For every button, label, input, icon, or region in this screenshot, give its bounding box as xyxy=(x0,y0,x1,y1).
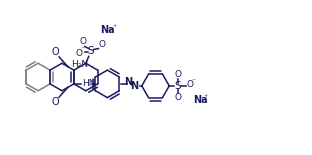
Text: O: O xyxy=(76,49,82,58)
Text: Na: Na xyxy=(100,25,115,35)
Text: Na: Na xyxy=(193,95,207,105)
Text: S: S xyxy=(175,81,181,91)
Text: O: O xyxy=(175,93,182,102)
Text: ⁺: ⁺ xyxy=(112,23,116,32)
Text: O: O xyxy=(186,80,193,89)
Text: HN: HN xyxy=(82,79,95,88)
Text: N: N xyxy=(130,81,138,91)
Text: H₂N: H₂N xyxy=(71,60,88,69)
Text: ⁻: ⁻ xyxy=(192,76,196,85)
Text: ⁻: ⁻ xyxy=(81,44,85,53)
Text: ⁺: ⁺ xyxy=(204,93,208,102)
Text: O: O xyxy=(175,70,182,79)
Text: N: N xyxy=(124,77,132,87)
Text: O: O xyxy=(51,47,59,57)
Text: O: O xyxy=(51,97,59,107)
Text: O: O xyxy=(99,40,106,49)
Text: S: S xyxy=(87,46,94,56)
Text: O: O xyxy=(79,37,86,46)
